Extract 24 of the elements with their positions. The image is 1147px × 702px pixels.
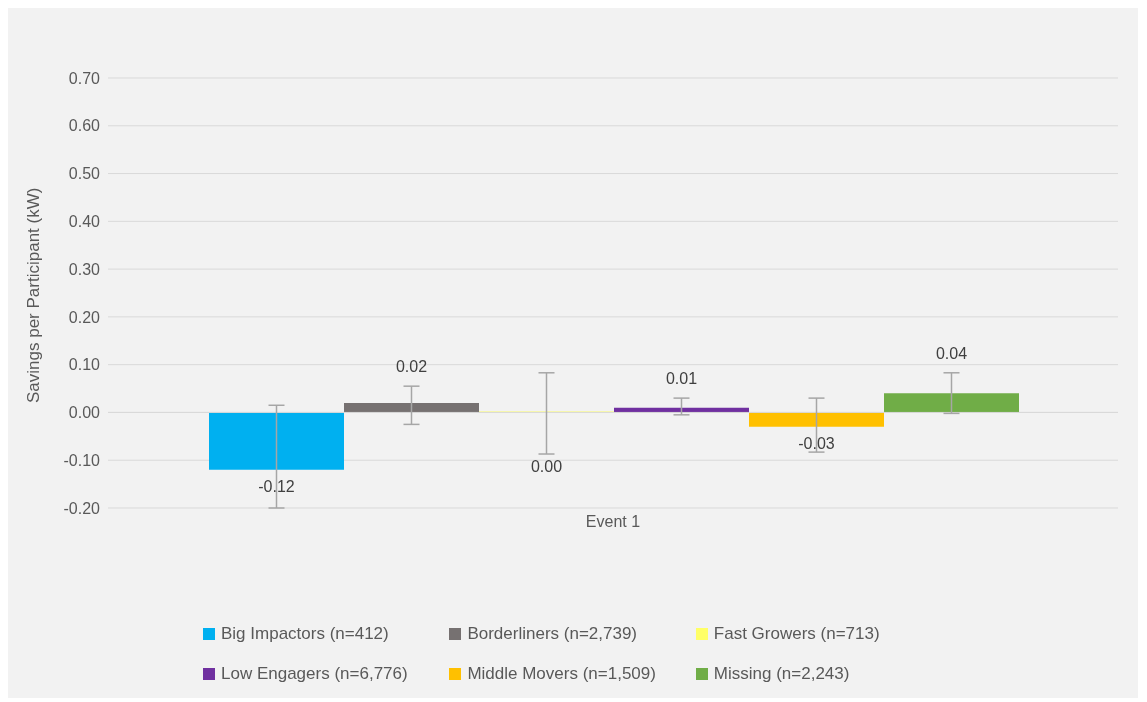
y-tick-label: 0.30 [68, 260, 101, 278]
data-label: 0.02 [395, 358, 428, 376]
y-tick-label: 0.50 [68, 165, 101, 183]
y-tick-label: -0.20 [63, 499, 101, 517]
legend-label: Missing (n=2,243) [713, 663, 850, 685]
y-axis-title: Savings per Participant (kW) [24, 187, 44, 403]
legend-label: Fast Growers (n=713) [713, 623, 880, 645]
legend-label: Borderliners (n=2,739) [467, 623, 638, 645]
data-label: 0.00 [530, 458, 563, 476]
data-label: -0.03 [798, 434, 835, 452]
y-tick-label: 0.20 [68, 308, 101, 326]
y-tick-label: 0.00 [68, 404, 101, 422]
legend-label: Middle Movers (n=1,509) [467, 663, 656, 685]
y-tick-label: -0.10 [63, 451, 101, 469]
y-tick-label: 0.10 [68, 356, 101, 374]
y-tick-label: 0.70 [68, 69, 101, 87]
y-tick-label: 0.60 [68, 117, 101, 135]
x-tick-label: Event 1 [585, 513, 641, 531]
y-tick-label: 0.40 [68, 213, 101, 231]
legend-label: Low Engagers (n=6,776) [221, 663, 408, 685]
data-label: 0.01 [665, 370, 698, 388]
data-label: 0.04 [935, 344, 968, 362]
data-label: -0.12 [258, 477, 295, 495]
legend-label: Big Impactors (n=412) [221, 623, 389, 645]
